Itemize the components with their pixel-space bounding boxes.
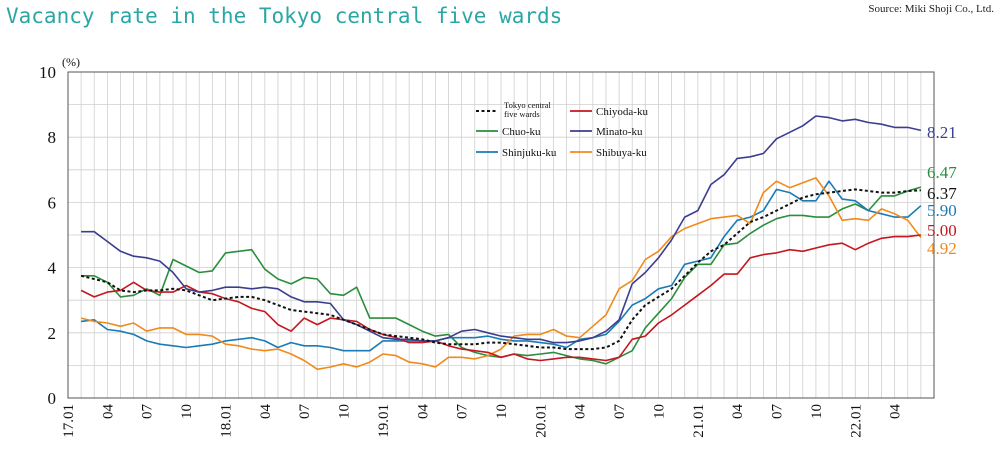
- legend-label: Chuo-ku: [502, 126, 541, 138]
- x-tick-label: 21.01: [691, 404, 707, 438]
- y-unit-label: (%): [62, 55, 80, 69]
- series-end-label: 5.00: [927, 221, 957, 240]
- y-tick-label: 8: [48, 128, 57, 147]
- x-tick-label: 04: [100, 404, 116, 420]
- x-tick-label: 04: [415, 404, 431, 420]
- x-tick-label: 20.01: [533, 404, 549, 438]
- series-line: [80, 188, 921, 351]
- x-tick-label: 07: [770, 404, 786, 420]
- chart-title: Vacancy rate in the Tokyo central five w…: [6, 4, 563, 28]
- legend-label: Shibuya-ku: [596, 147, 647, 159]
- x-tick-label: 10: [651, 404, 667, 419]
- series-line: [81, 115, 922, 344]
- end-labels: 6.37 5.00 6.47 8.21 5.90 4.92: [927, 123, 957, 258]
- x-tick-label: 18.01: [218, 404, 234, 438]
- plot-frame: [67, 71, 935, 399]
- legend-label: Minato-ku: [596, 126, 643, 138]
- x-tick-label: 04: [730, 404, 746, 420]
- series-end-label: 5.90: [927, 201, 957, 220]
- legend-label: Shinjuku-ku: [502, 147, 557, 159]
- y-tick-label: 2: [48, 324, 57, 343]
- x-tick-label: 07: [612, 404, 628, 420]
- legend: Tokyo central five wards Chiyoda-ku Chuo-ku…: [476, 100, 648, 159]
- series-end-label: 8.21: [927, 123, 957, 142]
- series-line: [80, 177, 922, 371]
- x-tick-label: 19.01: [376, 404, 392, 438]
- x-tick-label: 10: [337, 404, 353, 419]
- y-tick-label: 10: [39, 63, 56, 82]
- axes: 0 2 4 6 8 10 (%) 17.01 04 07 10 18.01 04 07 10 19.01 04 0…: [39, 55, 935, 438]
- x-tick-label: 17.01: [61, 404, 77, 438]
- x-tick-label: 22.01: [848, 404, 864, 438]
- x-tick-label: 10: [179, 404, 195, 419]
- grid: [68, 72, 934, 398]
- y-tick-label: 4: [48, 259, 57, 278]
- source-note: Source: Miki Shoji Co., Ltd.: [868, 3, 994, 15]
- x-tick-label: 10: [494, 404, 510, 419]
- x-tick-label: 04: [888, 404, 904, 420]
- x-tick-label: 07: [297, 404, 313, 420]
- legend-label: Chiyoda-ku: [596, 106, 648, 118]
- series-group: [80, 115, 922, 371]
- x-tick-label: 07: [140, 404, 156, 420]
- x-tick-label: 07: [455, 404, 471, 420]
- legend-label: Tokyo central five wards: [504, 100, 551, 119]
- x-tick-label: 10: [809, 404, 825, 419]
- series-end-label: 6.47: [927, 163, 957, 182]
- series-line: [80, 234, 921, 362]
- y-tick-label: 0: [48, 389, 57, 408]
- x-tick-label: 04: [573, 404, 589, 420]
- series-end-label: 4.92: [927, 239, 957, 258]
- x-tick-label: 04: [258, 404, 274, 420]
- y-tick-label: 6: [48, 193, 57, 212]
- series-end-label: 6.37: [927, 184, 957, 203]
